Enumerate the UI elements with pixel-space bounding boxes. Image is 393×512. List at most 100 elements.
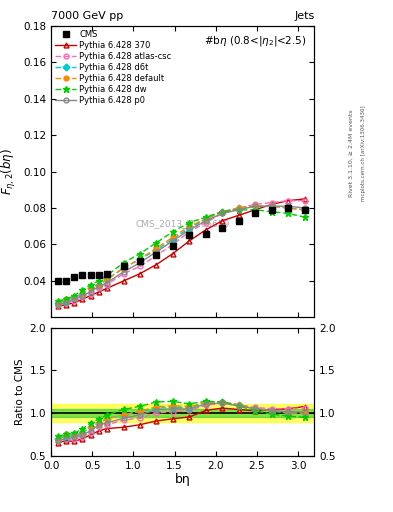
- Pythia 6.428 dw: [154, 240, 159, 246]
- Pythia 6.428 370: [80, 296, 85, 302]
- Pythia 6.428 dw: [302, 214, 307, 220]
- Pythia 6.428 default: [121, 265, 126, 271]
- Pythia 6.428 dw: [171, 229, 175, 235]
- Pythia 6.428 dw: [253, 207, 257, 213]
- Pythia 6.428 p0: [154, 249, 159, 255]
- Pythia 6.428 atlas-csc: [121, 270, 126, 276]
- Y-axis label: $F_{\eta,2}(b\eta)$: $F_{\eta,2}(b\eta)$: [0, 148, 18, 195]
- Pythia 6.428 dw: [187, 220, 192, 226]
- Pythia 6.428 p0: [236, 207, 241, 213]
- Pythia 6.428 default: [96, 282, 101, 288]
- Pythia 6.428 default: [253, 203, 257, 209]
- Pythia 6.428 dw: [72, 292, 77, 298]
- X-axis label: bη: bη: [175, 473, 191, 486]
- Pythia 6.428 atlas-csc: [88, 291, 93, 297]
- Pythia 6.428 p0: [286, 203, 290, 209]
- Text: 7000 GeV pp: 7000 GeV pp: [51, 11, 123, 21]
- Text: Rivet 3.1.10, ≥ 2.4M events: Rivet 3.1.10, ≥ 2.4M events: [349, 110, 354, 198]
- Pythia 6.428 p0: [80, 292, 85, 298]
- Pythia 6.428 default: [187, 223, 192, 229]
- Pythia 6.428 dw: [88, 282, 93, 288]
- CMS: [121, 263, 126, 269]
- Pythia 6.428 370: [253, 207, 257, 213]
- Pythia 6.428 atlas-csc: [64, 300, 68, 306]
- Pythia 6.428 atlas-csc: [80, 294, 85, 301]
- Pythia 6.428 p0: [64, 300, 68, 306]
- Pythia 6.428 d6t: [302, 207, 307, 213]
- Pythia 6.428 default: [302, 207, 307, 213]
- Pythia 6.428 default: [220, 208, 225, 215]
- CMS: [253, 210, 257, 217]
- Pythia 6.428 dw: [105, 272, 109, 279]
- Pythia 6.428 atlas-csc: [55, 302, 60, 308]
- Pythia 6.428 d6t: [171, 236, 175, 242]
- Pythia 6.428 dw: [121, 260, 126, 266]
- Pythia 6.428 dw: [80, 287, 85, 293]
- Pythia 6.428 d6t: [154, 247, 159, 253]
- Text: mcplots.cern.ch [arXiv:1306.3436]: mcplots.cern.ch [arXiv:1306.3436]: [361, 106, 366, 201]
- Pythia 6.428 atlas-csc: [154, 252, 159, 259]
- Line: Pythia 6.428 default: Pythia 6.428 default: [55, 204, 307, 305]
- Pythia 6.428 atlas-csc: [286, 198, 290, 204]
- Pythia 6.428 atlas-csc: [269, 200, 274, 206]
- Pythia 6.428 p0: [220, 210, 225, 217]
- Pythia 6.428 370: [138, 270, 142, 276]
- Pythia 6.428 d6t: [138, 256, 142, 262]
- Pythia 6.428 370: [96, 289, 101, 295]
- Pythia 6.428 dw: [55, 298, 60, 304]
- Pythia 6.428 d6t: [253, 203, 257, 209]
- CMS: [204, 230, 208, 237]
- Pythia 6.428 p0: [55, 302, 60, 308]
- Pythia 6.428 d6t: [64, 298, 68, 304]
- Line: Pythia 6.428 p0: Pythia 6.428 p0: [55, 204, 307, 307]
- Pythia 6.428 default: [236, 205, 241, 211]
- Pythia 6.428 d6t: [80, 291, 85, 297]
- Line: CMS: CMS: [55, 205, 308, 284]
- Pythia 6.428 p0: [138, 260, 142, 266]
- Pythia 6.428 p0: [72, 296, 77, 302]
- Pythia 6.428 370: [121, 278, 126, 284]
- CMS: [138, 258, 142, 264]
- Pythia 6.428 default: [204, 216, 208, 222]
- Pythia 6.428 d6t: [105, 276, 109, 282]
- Pythia 6.428 dw: [96, 278, 101, 284]
- Pythia 6.428 d6t: [187, 225, 192, 231]
- Pythia 6.428 p0: [187, 227, 192, 233]
- Pythia 6.428 370: [269, 201, 274, 207]
- Text: Jets: Jets: [294, 11, 314, 21]
- Pythia 6.428 370: [286, 198, 290, 204]
- CMS: [88, 272, 93, 279]
- CMS: [105, 270, 109, 276]
- Pythia 6.428 370: [105, 285, 109, 291]
- Pythia 6.428 default: [72, 294, 77, 301]
- CMS: [269, 207, 274, 213]
- Pythia 6.428 370: [204, 227, 208, 233]
- Pythia 6.428 default: [154, 245, 159, 251]
- Pythia 6.428 default: [80, 291, 85, 297]
- CMS: [72, 274, 77, 281]
- Pythia 6.428 atlas-csc: [302, 198, 307, 204]
- Pythia 6.428 atlas-csc: [171, 242, 175, 248]
- Pythia 6.428 370: [220, 218, 225, 224]
- Pythia 6.428 p0: [302, 205, 307, 211]
- Legend: CMS, Pythia 6.428 370, Pythia 6.428 atlas-csc, Pythia 6.428 d6t, Pythia 6.428 de: CMS, Pythia 6.428 370, Pythia 6.428 atla…: [53, 28, 173, 107]
- Pythia 6.428 370: [171, 250, 175, 257]
- Pythia 6.428 d6t: [96, 282, 101, 288]
- Pythia 6.428 370: [187, 238, 192, 244]
- Pythia 6.428 370: [55, 304, 60, 310]
- Pythia 6.428 dw: [220, 208, 225, 215]
- CMS: [236, 218, 241, 224]
- Bar: [51, 404, 314, 421]
- Line: Pythia 6.428 d6t: Pythia 6.428 d6t: [55, 204, 307, 305]
- Pythia 6.428 default: [55, 300, 60, 306]
- Pythia 6.428 default: [138, 256, 142, 262]
- Pythia 6.428 d6t: [269, 203, 274, 209]
- CMS: [187, 232, 192, 239]
- Pythia 6.428 default: [269, 203, 274, 209]
- Pythia 6.428 atlas-csc: [72, 298, 77, 304]
- Pythia 6.428 atlas-csc: [220, 210, 225, 217]
- Pythia 6.428 atlas-csc: [187, 229, 192, 235]
- Pythia 6.428 atlas-csc: [96, 285, 101, 291]
- CMS: [80, 272, 85, 279]
- Pythia 6.428 370: [88, 292, 93, 298]
